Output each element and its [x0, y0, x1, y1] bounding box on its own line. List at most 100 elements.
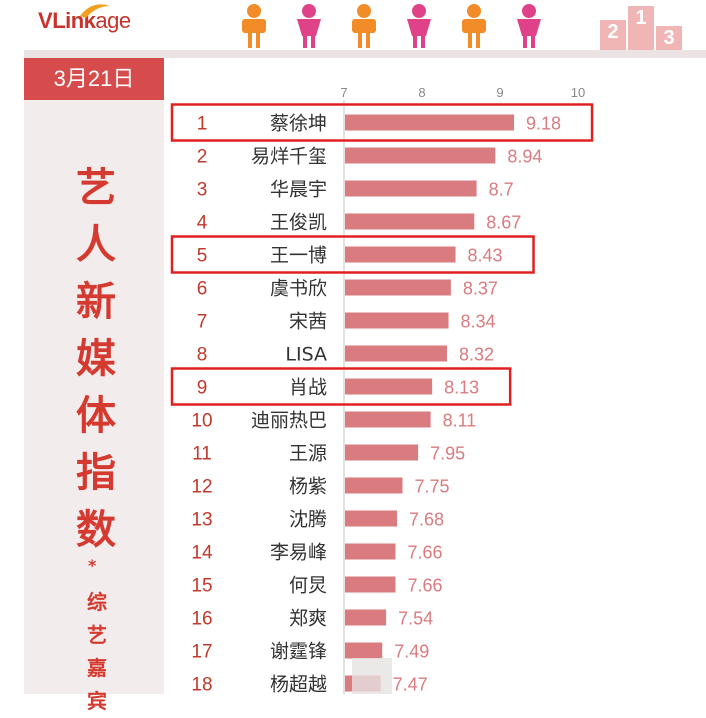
logo-text-v: V: [38, 8, 53, 33]
x-tick-label: 7: [340, 85, 347, 100]
artist-name-label: 郑爽: [289, 608, 327, 630]
artist-name-label: 王俊凯: [270, 212, 327, 234]
value-label: 8.11: [443, 411, 477, 431]
value-label: 7.66: [407, 576, 442, 596]
podium-label-1: 1: [635, 7, 646, 29]
podium-icon: 2 1 3: [600, 6, 682, 52]
value-label: 9.18: [526, 114, 561, 134]
rank-label: 2: [197, 147, 208, 168]
rank-label: 8: [197, 345, 208, 366]
rank-label: 16: [191, 609, 212, 630]
artist-name-label: 杨紫: [289, 476, 327, 498]
rank-label: 3: [197, 180, 208, 201]
rank-label: 1: [197, 114, 208, 135]
bar: [345, 114, 515, 131]
artist-name-label: 虞书欣: [270, 278, 327, 300]
male-person-icon: [352, 4, 376, 48]
artist-name-label: 李易峰: [270, 542, 327, 564]
rank-label: 6: [197, 279, 208, 300]
female-person-icon: [407, 4, 431, 48]
watermark-patch: [352, 658, 392, 694]
bar: [345, 246, 456, 263]
date-text: 3月21日: [53, 66, 135, 91]
bar: [345, 411, 431, 428]
artist-name-label: 王源: [289, 443, 327, 465]
ranking-bar-chart: 7 8 9 10 1 蔡徐坤 9.18 2 易烊千玺 8.94 3 华晨宇 8.7 4 王俊凯 8.67 5 王一…: [170, 85, 594, 695]
artist-name-label: 何炅: [289, 575, 327, 597]
x-tick-label: 8: [418, 85, 425, 100]
value-label: 8.7: [489, 180, 514, 200]
artist-name-label: 王一博: [270, 245, 327, 267]
value-label: 7.66: [407, 543, 442, 563]
bar: [345, 147, 496, 164]
artist-name-label: 谢霆锋: [270, 641, 327, 663]
bar: [345, 180, 477, 197]
female-person-icon: [297, 4, 321, 48]
value-label: 7.95: [430, 444, 465, 464]
artist-name-label: 宋茜: [289, 311, 327, 333]
bar: [345, 642, 383, 659]
female-person-icon: [517, 4, 541, 48]
rank-label: 7: [197, 312, 208, 333]
logo-swoosh-icon: [80, 4, 110, 18]
value-label: 8.13: [444, 378, 479, 398]
rank-label: 15: [191, 576, 212, 597]
value-label: 7.68: [409, 510, 444, 530]
bar: [345, 213, 475, 230]
artist-name-label: 蔡徐坤: [270, 113, 327, 135]
value-label: 8.32: [459, 345, 494, 365]
bar: [345, 279, 451, 296]
x-tick-label: 9: [496, 85, 503, 100]
rank-label: 13: [191, 510, 212, 531]
rank-label: 17: [191, 642, 212, 663]
bar: [345, 477, 403, 494]
value-label: 8.43: [468, 246, 503, 266]
header-band: [24, 50, 706, 58]
side-panel: [24, 100, 164, 694]
rank-label: 11: [192, 444, 212, 465]
bar: [345, 444, 419, 461]
bar: [345, 345, 447, 362]
bar: [345, 576, 396, 593]
artist-name-label: 易烊千玺: [251, 146, 327, 168]
value-label: 8.37: [463, 279, 498, 299]
side-star: *: [88, 556, 97, 575]
artist-name-label: LISA: [285, 344, 327, 366]
date-badge: 3月21日: [24, 58, 164, 100]
x-tick-label: 10: [571, 85, 585, 100]
side-title: 艺人新媒体指数: [76, 165, 116, 553]
rank-label: 18: [191, 675, 212, 695]
bar: [345, 609, 387, 626]
bar: [345, 543, 396, 560]
highlight-box: [170, 103, 594, 142]
value-label: 7.47: [393, 675, 428, 695]
rank-label: 14: [191, 543, 213, 564]
vlinkage-logo: VLinkage: [38, 8, 131, 34]
artist-name-label: 华晨宇: [270, 179, 327, 201]
value-label: 8.34: [461, 312, 496, 332]
podium-label-3: 3: [663, 27, 674, 49]
highlight-box: [170, 367, 512, 406]
podium-label-2: 2: [607, 21, 618, 43]
rank-label: 9: [197, 378, 208, 399]
male-person-icon: [462, 4, 486, 48]
value-label: 8.67: [486, 213, 521, 233]
bar: [345, 510, 398, 527]
value-label: 7.54: [398, 609, 433, 629]
bar: [345, 378, 433, 395]
value-label: 7.75: [415, 477, 450, 497]
rank-label: 12: [191, 477, 212, 498]
artist-name-label: 杨超越: [270, 674, 327, 695]
rank-label: 4: [197, 213, 208, 234]
rank-label: 5: [197, 246, 208, 267]
artist-name-label: 肖战: [289, 377, 327, 399]
value-label: 8.94: [507, 147, 542, 167]
male-person-icon: [242, 4, 266, 48]
people-icon-row: [242, 4, 541, 48]
rank-label: 10: [191, 411, 212, 432]
bar: [345, 312, 449, 329]
highlight-box: [170, 235, 535, 274]
logo-text-age: age: [95, 8, 131, 33]
artist-name-label: 沈腾: [289, 509, 327, 531]
artist-name-label: 迪丽热巴: [251, 410, 327, 432]
